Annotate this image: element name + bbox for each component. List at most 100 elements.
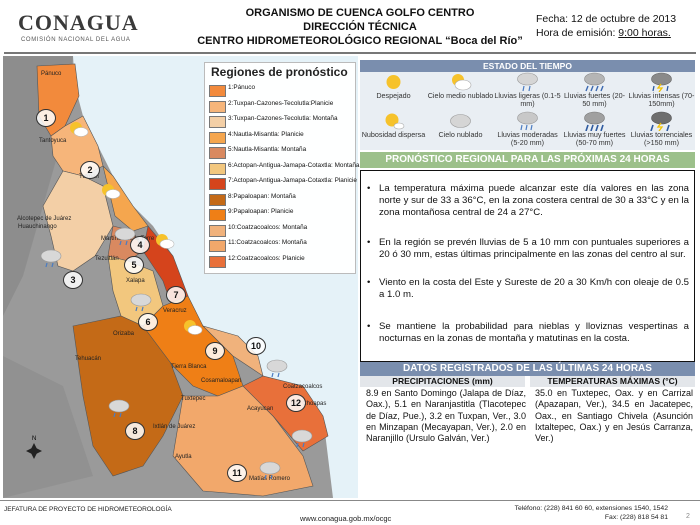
region-number-6: 6 — [138, 313, 158, 331]
legend-label: 4:Nautla-Misantla: Planicie — [228, 130, 304, 138]
legend-item: 9:Papaloapan: Planicie — [209, 207, 355, 221]
city-las-choapas: Las Choapas — [291, 401, 327, 407]
legend-label: 8:Papaloapan: Montaña — [228, 192, 296, 200]
header: CONAGUA COMISIÓN NACIONAL DEL AGUA ORGAN… — [0, 0, 700, 56]
weather-key-label: Cielo medio nublado — [427, 91, 494, 100]
legend-item: 11:Coatzacoalcos: Montaña — [209, 238, 355, 252]
light-rain-icon — [130, 293, 152, 312]
legend-item: 3:Tuxpan-Cazones-Tecolutla: Montaña — [209, 114, 355, 128]
city-alcotepec: Alcotepec de Juárez — [17, 216, 72, 222]
heavy-rain-icon — [584, 72, 605, 92]
legend-swatch — [209, 162, 226, 175]
title-block: ORGANISMO DE CUENCA GOLFO CENTRO DIRECCI… — [180, 6, 540, 48]
cloud-icon — [450, 114, 471, 128]
bullet-dot: • — [367, 321, 371, 332]
legend-label: 7:Actopan-Antigua-Jamapa-Cotaxtla: Plani… — [228, 177, 357, 184]
datos-registrados-header: DATOS REGISTRADOS DE LAS ÚLTIMAS 24 HORA… — [360, 362, 695, 376]
city-coatzacoalcos: Coatzacoalcos — [283, 384, 323, 390]
hora-emision: Hora de emisión: 9:00 horas. — [536, 26, 676, 40]
legend-swatch — [209, 240, 226, 252]
estado-del-tiempo-header: ESTADO DEL TIEMPO — [360, 60, 695, 72]
city-acayucan: Acayucan — [247, 406, 274, 412]
legend-swatch — [209, 255, 226, 268]
legend-item: 4:Nautla-Misantla: Planicie — [209, 130, 355, 144]
region-number-11: 11 — [227, 464, 247, 482]
city-xalapa: Xalapa — [126, 278, 145, 284]
legend-label: 2:Tuxpan-Cazones-Tecolutla:Planicie — [228, 99, 334, 107]
compass-rose: N — [26, 436, 42, 459]
date-block: Fecha: 12 de octubre de 2013 Hora de emi… — [536, 12, 676, 40]
weather-key-item: Lluvias intensas (70-150mm) — [628, 72, 695, 111]
city-ixtlan: Ixtlán de Juárez — [153, 424, 196, 430]
region-10-shape — [201, 325, 264, 377]
sun-cloud-icon — [102, 184, 121, 199]
page-number: 2 — [686, 513, 690, 520]
footer-contact: Teléfono: (228) 841 60 60, extensiones 1… — [508, 504, 668, 522]
region-number-5: 5 — [124, 256, 144, 274]
legend-swatch — [209, 116, 226, 128]
city-huauchinango: Huauchinango — [18, 224, 57, 230]
footer-department: JEFATURA DE PROYECTO DE HIDROMETEOROLOGÍ… — [4, 506, 172, 513]
legend-item: 2:Tuxpan-Cazones-Tecolutla:Planicie — [209, 99, 355, 113]
conagua-logo: CONAGUA COMISIÓN NACIONAL DEL AGUA — [18, 10, 148, 48]
title-line-1: ORGANISMO DE CUENCA GOLFO CENTRO — [245, 7, 475, 19]
city-tehuacan: Tehuacán — [75, 356, 102, 362]
city-veracruz: Veracruz — [163, 308, 187, 314]
sun-cloud-icon — [156, 234, 175, 249]
legend-swatch — [209, 85, 226, 97]
legend-swatch — [209, 209, 226, 221]
weather-key-item: Lluvias ligeras (0.1-5 mm) — [494, 72, 561, 111]
legend-label: 5:Nautla-Misantla: Montaña — [228, 146, 307, 153]
footer-fax: Fax: (228) 818 54 81 — [604, 514, 668, 521]
legend-item: 6:Actopan-Antigua-Jamapa-Cotaxtla: Monta… — [209, 161, 359, 175]
weather-key-label: Despejado — [376, 91, 411, 100]
weather-key-item: Despejado — [360, 72, 427, 111]
weather-key-label: Lluvias intensas (70-150mm) — [628, 91, 695, 108]
region-number-9: 9 — [205, 342, 225, 360]
weather-key-grid: Despejado Cielo medio nublado Lluvias lige… — [360, 72, 695, 150]
weather-key-item: Lluvias moderadas (5-20 mm) — [494, 111, 561, 150]
legend-label: 10:Coatzacoalcos: Montaña — [228, 223, 308, 231]
torrential-rain-icon — [650, 111, 672, 131]
logo-subtitle: COMISIÓN NACIONAL DEL AGUA — [21, 37, 131, 43]
weather-key-item: Lluvias muy fuertes (50-70 mm) — [561, 111, 628, 150]
city-tierra-blanca: Tierra Blanca — [171, 364, 207, 370]
forecast-text: En la región se prevén lluvias de 5 a 10… — [379, 237, 689, 261]
temperaturas-text: 35.0 en Tuxtepec, Oax. y en Carrizal (Ap… — [535, 388, 693, 444]
bullet-dot: • — [367, 277, 371, 288]
legend-item: 10:Coatzacoalcos: Montaña — [209, 223, 355, 237]
legend-item: 8:Papaloapan: Montaña — [209, 192, 355, 206]
weather-key-label: Cielo nublado — [438, 130, 483, 139]
weather-key-label: Lluvias moderadas (5-20 mm) — [497, 130, 558, 147]
weather-key-label: Lluvias torrenciales (>150 mm) — [630, 130, 693, 147]
title-line-2: DIRECCIÓN TÉCNICA — [303, 21, 417, 33]
footer-divider — [0, 500, 700, 501]
city-matias-romero: Matías Romero — [249, 476, 291, 482]
weather-key-label: Lluvias fuertes (20-50 mm) — [563, 91, 626, 108]
region-number-4: 4 — [130, 236, 150, 254]
weather-key-label: Lluvias ligeras (0.1-5 mm) — [494, 91, 561, 108]
sun-cloud-icon — [70, 122, 89, 137]
weather-key-label: Lluvias muy fuertes (50-70 mm) — [563, 130, 626, 147]
light-rain-icon — [40, 249, 62, 268]
city-orizaba: Orizaba — [113, 331, 135, 337]
sun-icon — [386, 75, 401, 89]
region-number-2: 2 — [80, 161, 100, 179]
footer-url[interactable]: www.conagua.gob.mx/ocgc — [300, 514, 392, 523]
city-cosamaloapan: Cosamaloapan — [201, 378, 242, 384]
emision-value: 9:00 horas. — [618, 27, 671, 39]
region-number-3: 3 — [63, 271, 83, 289]
very-heavy-rain-icon — [584, 111, 605, 131]
city-tantoyuca: Tantoyuca — [39, 138, 67, 144]
legend-label: 6:Actopan-Antigua-Jamapa-Cotaxtla: Monta… — [228, 161, 360, 169]
city-tuxtepec: Tuxtepec — [181, 396, 206, 402]
sun-small-cloud-icon — [385, 113, 405, 130]
bullet-dot: • — [367, 237, 371, 248]
legend-label: 9:Papaloapan: Planicie — [228, 208, 294, 215]
precipitaciones-header: PRECIPITACIONES (mm) — [360, 376, 525, 387]
weather-key-item: Nubosidad dispersa — [360, 111, 427, 150]
emision-label: Hora de emisión: — [536, 27, 619, 39]
precipitaciones-text: 8.9 en Santo Domingo (Jalapa de Díaz, Oa… — [366, 388, 526, 444]
sun-cloud-icon — [452, 74, 472, 91]
legend-item: 5:Nautla-Misantla: Montaña — [209, 145, 355, 159]
